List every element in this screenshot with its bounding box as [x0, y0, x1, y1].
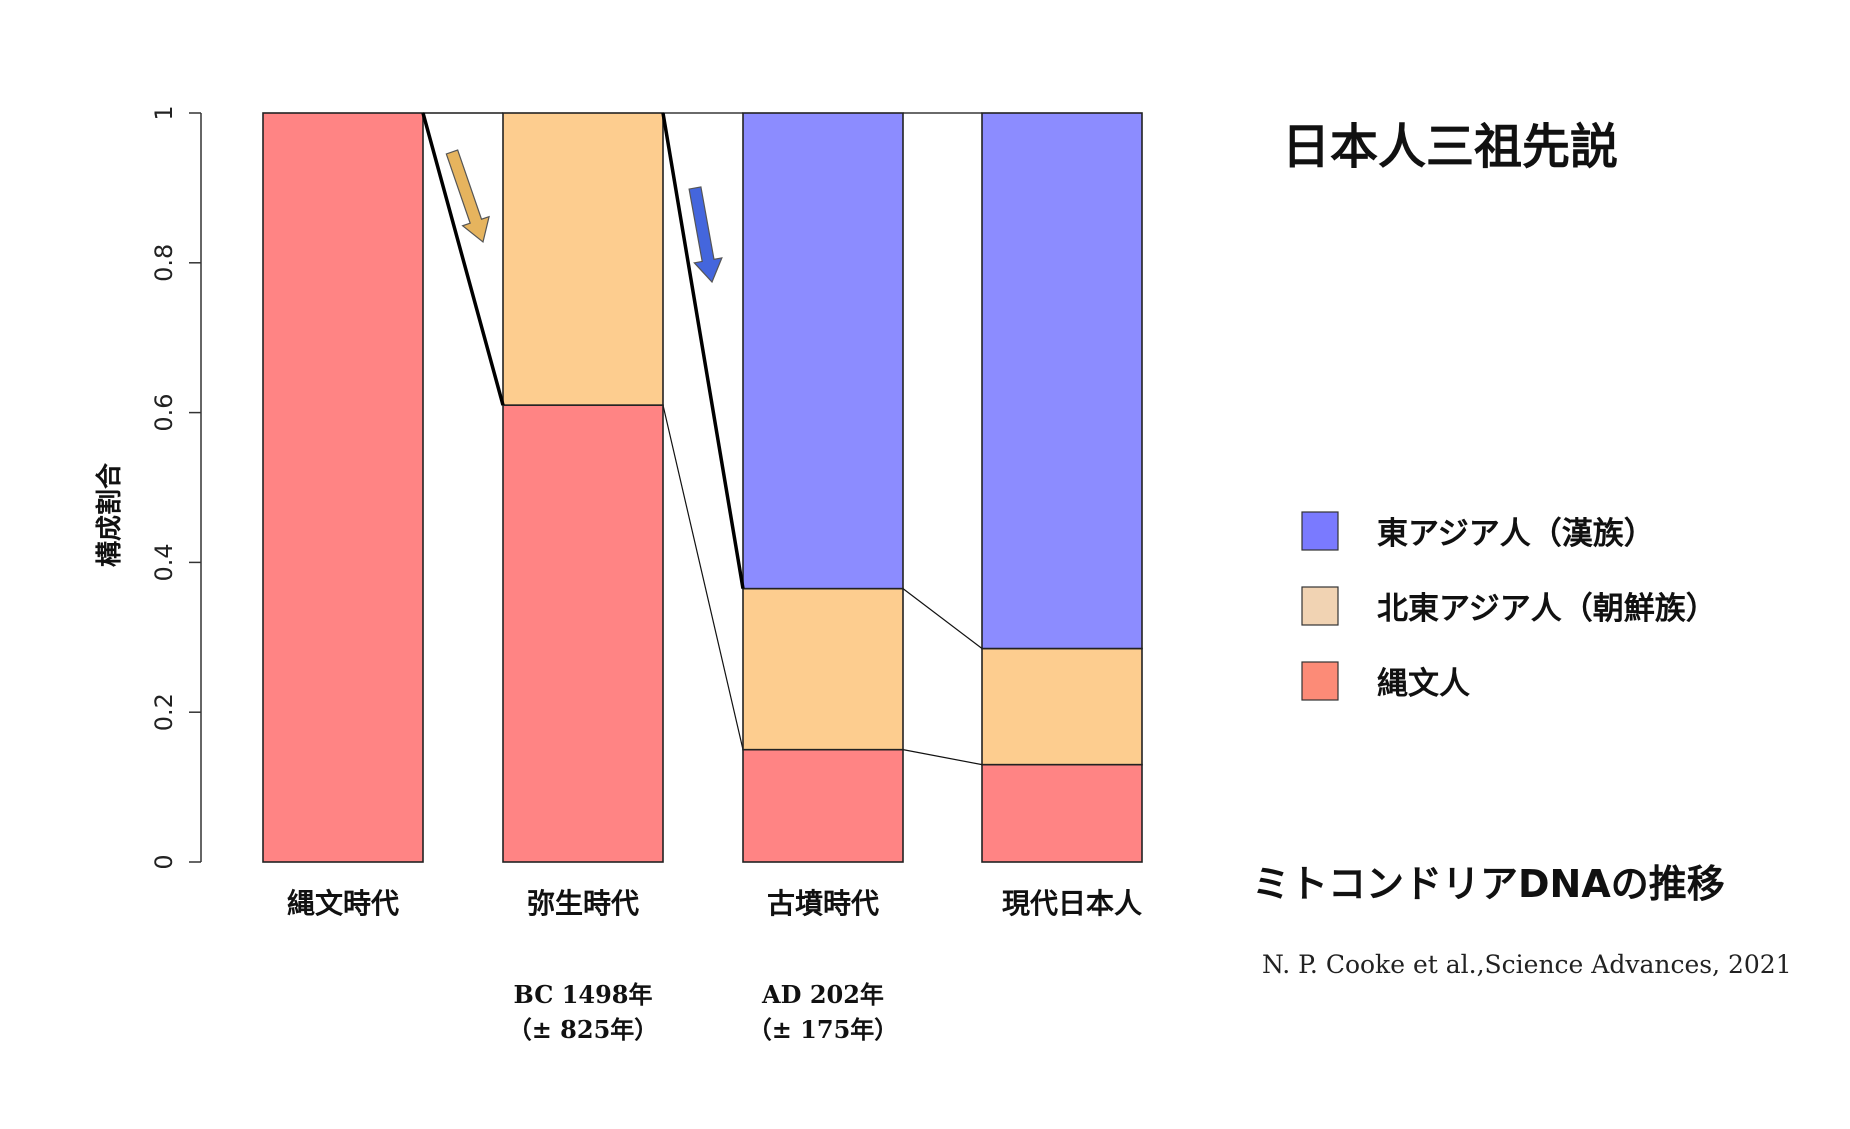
x-category-note: BC 1498年 [514, 980, 653, 1009]
bar-segment [262, 112, 424, 863]
connector-line [902, 749, 983, 766]
y-axis-label: 構成割合 [94, 462, 125, 567]
x-category-note: （± 175年） [748, 1015, 899, 1044]
y-tick-label: 0 [150, 854, 178, 869]
bar-segment [742, 587, 904, 751]
bar-segment [502, 404, 664, 863]
y-tick-label: 0.6 [150, 394, 178, 432]
y-tick-label: 0.2 [150, 693, 178, 731]
connector-line [662, 404, 744, 750]
chart-title: 日本人三祖先説 [1282, 119, 1618, 175]
bar-segment [981, 112, 1143, 650]
down-arrow-icon [688, 186, 723, 284]
down-arrow-icon [445, 149, 490, 244]
x-category-label: 弥生時代 [527, 887, 639, 920]
bar-segment [742, 112, 904, 590]
legend-swatch [1301, 661, 1339, 701]
citation: N. P. Cooke et al.,Science Advances, 202… [1262, 950, 1792, 979]
connector-line [902, 588, 983, 650]
highlight-connector [661, 112, 745, 589]
legend-label: 北東アジア人（朝鮮族） [1377, 591, 1717, 627]
x-category-label: 縄文時代 [287, 887, 399, 920]
legend-swatch [1301, 511, 1339, 551]
highlight-connector [421, 112, 505, 406]
x-category-label: 古墳時代 [767, 887, 879, 920]
chart-subtitle: ミトコンドリアDNAの推移 [1252, 862, 1725, 906]
bar-segment [742, 748, 904, 863]
legend-label: 縄文人 [1377, 666, 1470, 702]
x-category-label: 現代日本人 [1002, 887, 1142, 920]
bar-segment [981, 763, 1143, 863]
highlight-connectors [421, 112, 745, 589]
x-category-note: AD 202年 [761, 980, 884, 1009]
x-category-note: （± 825年） [508, 1015, 659, 1044]
y-tick-label: 0.4 [150, 543, 178, 581]
y-tick-label: 1 [150, 105, 178, 120]
legend-label: 東アジア人（漢族） [1377, 516, 1655, 552]
trend-arrows [445, 149, 723, 284]
y-axis: 0 0.2 0.4 0.6 0.8 1 [150, 105, 202, 870]
bar-segment [502, 112, 664, 406]
x-axis-labels: 縄文時代 弥生時代 BC 1498年 （± 825年） 古墳時代 AD 202年 （± 17… [287, 887, 1142, 1044]
legend: 東アジア人（漢族） 北東アジア人（朝鮮族） 縄文人 [1301, 511, 1717, 702]
y-tick-label: 0.8 [150, 244, 178, 282]
legend-swatch [1301, 586, 1339, 626]
bar-segment [981, 647, 1143, 766]
bars-layer [262, 112, 1143, 863]
